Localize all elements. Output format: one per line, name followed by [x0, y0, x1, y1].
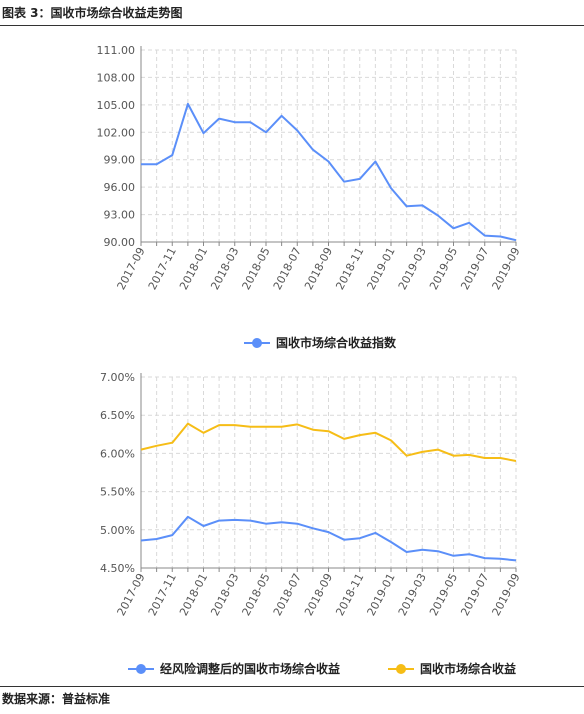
legend-marker — [396, 664, 406, 674]
x-tick-label: 2018-11 — [333, 245, 366, 292]
x-tick-label: 2017-09 — [115, 245, 148, 292]
x-tick-label: 2019-07 — [458, 245, 491, 292]
x-tick-label: 2019-09 — [490, 571, 523, 618]
x-tick-label: 2017-11 — [146, 245, 179, 292]
x-tick-label: 2018-03 — [208, 245, 241, 292]
x-tick-label: 2019-09 — [490, 245, 523, 292]
x-tick-label: 2018-07 — [271, 571, 304, 618]
x-tick-label: 2019-01 — [365, 245, 398, 292]
x-tick-label: 2019-05 — [427, 571, 460, 618]
y-tick-label: 6.50% — [100, 409, 135, 422]
y-tick-label: 4.50% — [100, 562, 135, 575]
legend-label: 国收市场综合收益指数 — [276, 335, 397, 350]
chart-index: 90.00 93.00 96.00 99.00 102.00 105.00 108.00 11… — [97, 44, 523, 350]
y-tick-label: 5.00% — [100, 524, 135, 537]
x-tick-label: 2019-03 — [396, 245, 429, 292]
y-tick-label: 99.00 — [104, 154, 136, 167]
x-tick-label: 2017-11 — [146, 571, 179, 618]
y-tick-label: 90.00 — [104, 236, 136, 249]
x-tick-label: 2018-11 — [333, 571, 366, 618]
bottom-rule — [0, 686, 584, 687]
x-tick-label: 2018-09 — [302, 571, 335, 618]
legend-label: 经风险调整后的国收市场综合收益 — [160, 661, 340, 676]
legend-marker — [136, 664, 146, 674]
figure-title: 图表 3：国收市场综合收益走势图 — [2, 6, 183, 20]
y-tick-label: 93.00 — [104, 209, 136, 222]
y-tick-label: 96.00 — [104, 181, 136, 194]
y-tick-label: 102.00 — [97, 126, 136, 139]
x-tick-label: 2018-03 — [208, 571, 241, 618]
x-tick-label: 2018-01 — [177, 245, 210, 292]
y-tick-label: 7.00% — [100, 371, 135, 384]
source-note: 数据来源：普益标准 — [2, 692, 111, 706]
x-tick-label: 2017-09 — [115, 571, 148, 618]
legend-label: 国收市场综合收益 — [420, 661, 516, 676]
x-tick-label: 2019-07 — [458, 571, 491, 618]
x-tick-label: 2018-05 — [240, 245, 273, 292]
x-tick-label: 2019-05 — [427, 245, 460, 292]
y-tick-label: 105.00 — [97, 99, 136, 112]
x-tick-label: 2019-01 — [365, 571, 398, 618]
x-tick-label: 2018-01 — [177, 571, 210, 618]
series-line-1 — [140, 515, 517, 562]
x-tick-label: 2019-03 — [396, 571, 429, 618]
series-line-2 — [140, 422, 517, 462]
x-tick-label: 2018-09 — [302, 245, 335, 292]
legend-marker — [252, 338, 262, 348]
top-rule — [0, 25, 584, 26]
y-tick-label: 111.00 — [97, 44, 136, 57]
chart-yield: 4.50%5.00%5.50%6.00%6.50%7.00%2017-09201… — [100, 371, 523, 676]
y-tick-label: 5.50% — [100, 486, 135, 499]
x-tick-label: 2018-07 — [271, 245, 304, 292]
y-tick-label: 6.00% — [100, 447, 135, 460]
y-tick-label: 108.00 — [97, 71, 136, 84]
series-line-1 — [141, 102, 517, 242]
x-tick-label: 2018-05 — [240, 571, 273, 618]
